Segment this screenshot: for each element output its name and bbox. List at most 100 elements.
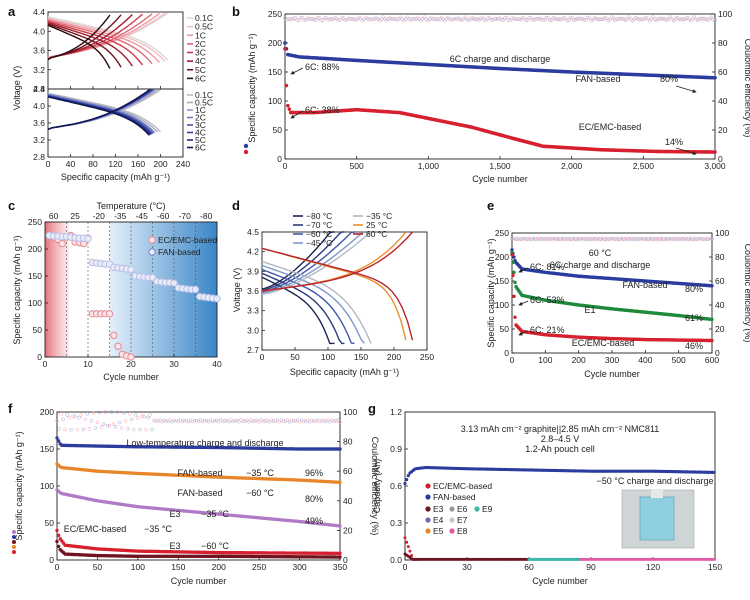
y-tick-label: 4.2: [247, 247, 259, 257]
y2-axis-label: Coulombic efficiency (%): [743, 39, 750, 138]
arrow: [518, 300, 529, 306]
ce-point: [503, 16, 508, 20]
legend-label: 2C: [195, 39, 206, 49]
discharge-curve: [261, 264, 365, 344]
ce-point: [281, 419, 286, 423]
ce-point: [218, 418, 223, 422]
ecemc-capacity-point: [286, 103, 290, 108]
failed-cell-point: [713, 557, 717, 561]
ce-point: [623, 18, 628, 23]
ce-point: [309, 418, 314, 422]
ylabel-marker: [12, 530, 16, 534]
ce-point: [338, 17, 342, 22]
x-axis-label: Specific capacity (mAh g⁻¹): [61, 172, 170, 182]
y-tick-label: 0.9: [390, 444, 402, 454]
ce-point: [525, 18, 530, 23]
ce-point: [287, 420, 292, 424]
y-axis-label: Voltage (V): [232, 268, 242, 313]
capacity-point: [338, 447, 342, 451]
ce-point: [486, 16, 490, 21]
x-tick-label: 0: [43, 359, 48, 369]
y-tick-label: 50: [45, 518, 55, 528]
ylabel-marker-blue: [243, 143, 249, 149]
retention-ecemc: 46%: [685, 341, 703, 351]
ce-point: [288, 17, 293, 21]
ecemc-point: [127, 353, 135, 361]
panel-subtitle: 60 °C: [589, 248, 612, 258]
ecemc-point: [105, 310, 114, 318]
y-tick-label: 0.6: [390, 481, 402, 491]
ce-point: [115, 410, 120, 415]
ce-point: [237, 419, 241, 424]
axes-frame: [56, 411, 341, 561]
ce-point: [178, 418, 183, 422]
y-tick-label: 150: [268, 67, 282, 77]
panel-letter-e: e: [487, 198, 494, 213]
ecemc-point: [114, 342, 122, 350]
ce-point: [548, 18, 552, 23]
ce-point: [499, 17, 504, 22]
y2-tick-label: 40: [343, 496, 353, 506]
ce-point: [587, 16, 592, 21]
y-tick-label: 1.2: [390, 407, 402, 417]
ce-point: [694, 17, 698, 22]
label-t-e3-35: −35 °C: [201, 509, 229, 519]
ce-point: [162, 418, 166, 423]
ce-point: [99, 425, 104, 429]
temperature-tick: -70: [179, 211, 192, 221]
legend-label: E4: [433, 515, 444, 525]
capacity-point: [510, 248, 514, 252]
y-tick-label: 200: [268, 38, 282, 48]
legend-marker: [449, 528, 455, 534]
legend-marker-ecemc: [148, 236, 156, 244]
ce-point: [537, 16, 542, 21]
capacity-point: [56, 439, 61, 443]
ylabel-marker: [12, 550, 16, 554]
ce-point: [265, 418, 269, 423]
x-tick-label: 0: [510, 355, 515, 365]
ce-point: [150, 427, 154, 432]
ce-point: [577, 17, 581, 21]
ce-point: [146, 415, 150, 420]
discharge-curve-3C: [47, 20, 144, 66]
panel-letter-f: f: [8, 401, 13, 416]
ce-point: [130, 417, 134, 422]
arrow-ecemc: [290, 110, 304, 119]
ylabel-marker: [12, 535, 16, 539]
ce-point: [172, 418, 176, 423]
ce-point: [315, 15, 320, 20]
ce-point: [233, 419, 237, 423]
x-tick-label: 240: [176, 159, 190, 169]
ce-point: [251, 419, 255, 424]
legend-label-ecemc: EC/EMC-based: [158, 235, 217, 245]
x-tick-label: 30: [462, 562, 472, 572]
fan-point: [127, 265, 135, 274]
ce-point: [97, 410, 102, 415]
capacity-point: [55, 436, 59, 440]
y-tick-label: 200: [40, 407, 54, 417]
ce-point: [640, 17, 645, 22]
temperature-tick: -60: [157, 211, 170, 221]
ce-point: [432, 17, 437, 21]
ce-point: [566, 18, 571, 22]
x-tick-label: 2,500: [633, 161, 655, 171]
x-tick-label: 100: [131, 562, 145, 572]
ce-point: [661, 16, 666, 21]
ce-point: [208, 418, 213, 422]
ce-point: [91, 411, 96, 415]
ce-point: [301, 419, 306, 423]
ce-point: [479, 16, 483, 21]
heat-band: [45, 222, 69, 357]
ce-point: [343, 18, 348, 23]
x-tick-label: 200: [212, 562, 226, 572]
arrow-fan-ret: [675, 85, 697, 93]
capacity-point: [513, 315, 517, 319]
ce-point: [89, 419, 94, 423]
x-axis-label: Cycle number: [472, 174, 528, 184]
panel-letter-d: d: [232, 198, 240, 213]
legend-label: 1C: [195, 30, 206, 40]
discharge-curve: [261, 260, 372, 344]
legend-label: −45 °C: [306, 238, 332, 248]
capacity-point: [513, 280, 517, 285]
ce-point: [322, 15, 327, 20]
